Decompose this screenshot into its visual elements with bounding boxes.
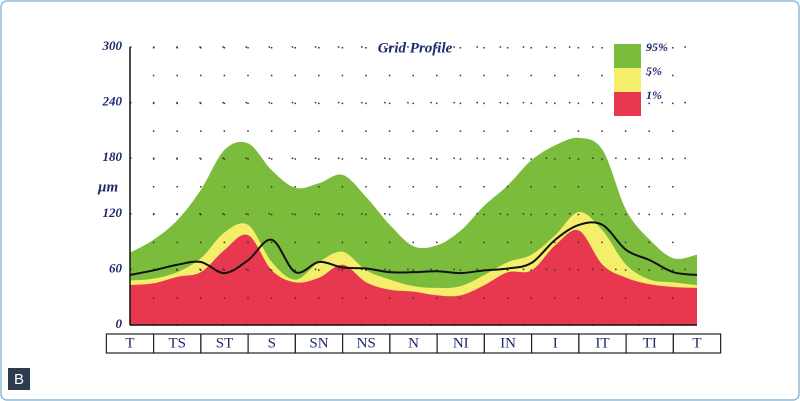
legend-swatch [614,92,641,116]
panel-badge [8,368,30,390]
x-tick-label: S [268,335,276,351]
x-tick-label: SN [309,335,328,351]
x-tick-label: I [553,335,558,351]
x-tick-label: T [125,335,134,351]
y-tick-label: 300 [102,38,123,53]
x-tick-label: T [692,335,701,351]
profile-line [129,221,698,276]
legend-label: 95% [646,40,668,54]
x-tick-label: IT [595,335,609,351]
category-box [672,333,722,354]
y-tick-label: 60 [109,260,123,275]
legend-label: 5% [646,64,662,78]
chart-title: Grid Profile [378,40,453,56]
x-tick-label: IN [500,335,516,351]
x-tick-label: TI [643,335,657,351]
y-tick-label: 0 [116,316,123,331]
area [130,229,697,325]
legend-swatch [614,44,641,68]
x-tick-label: NS [357,335,376,351]
legend-label: 1% [646,88,662,102]
x-tick-label: N [408,335,419,351]
x-tick-label: ST [216,335,234,351]
y-tick-label: 120 [103,205,123,220]
x-tick-label: NI [453,335,469,351]
y-tick-label: 180 [103,149,123,164]
y-axis-label: µm [97,179,118,195]
panel-label: B [14,371,24,388]
legend-swatch [614,68,641,92]
y-tick-label: 240 [102,94,123,109]
x-tick-label: TS [168,335,186,351]
